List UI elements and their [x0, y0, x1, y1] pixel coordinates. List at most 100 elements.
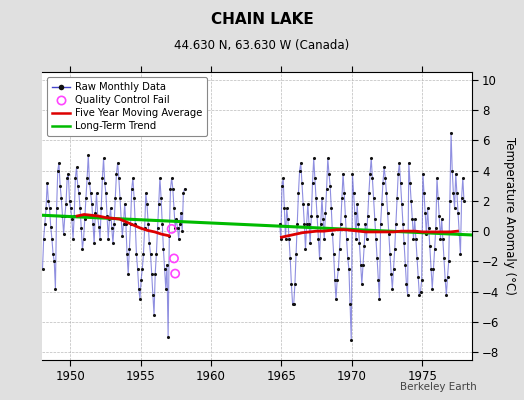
Point — [336, 220, 345, 227]
Point — [434, 195, 442, 201]
Point — [424, 225, 433, 231]
Point — [296, 167, 304, 174]
Point — [123, 251, 131, 257]
Point — [403, 292, 412, 298]
Point — [362, 236, 370, 242]
Point — [73, 182, 82, 189]
Point — [369, 195, 378, 201]
Point — [56, 182, 64, 189]
Point — [405, 160, 413, 166]
Point — [381, 175, 389, 181]
Point — [66, 198, 74, 204]
Point — [150, 311, 158, 318]
Point — [401, 261, 409, 268]
Point — [97, 205, 105, 212]
Point — [112, 170, 121, 177]
Point — [143, 201, 151, 207]
Point — [109, 240, 117, 246]
Point — [303, 201, 312, 207]
Point — [307, 213, 315, 219]
Point — [42, 205, 50, 212]
Point — [82, 195, 90, 201]
Point — [115, 175, 123, 181]
Point — [441, 276, 450, 283]
Text: Berkeley Earth: Berkeley Earth — [400, 382, 477, 392]
Point — [103, 213, 111, 219]
Point — [72, 164, 81, 171]
Point — [102, 190, 110, 196]
Point — [413, 255, 421, 262]
Point — [100, 155, 108, 162]
Point — [344, 255, 352, 262]
Point — [170, 205, 178, 212]
Point — [172, 216, 181, 222]
Point — [165, 232, 173, 239]
Point — [436, 236, 445, 242]
Point — [305, 220, 313, 227]
Point — [88, 201, 96, 207]
Point — [320, 236, 329, 242]
Point — [111, 195, 119, 201]
Point — [449, 190, 457, 196]
Point — [168, 226, 176, 232]
Point — [151, 270, 159, 277]
Point — [351, 210, 359, 216]
Point — [177, 210, 185, 216]
Point — [50, 258, 59, 265]
Point — [53, 167, 62, 174]
Y-axis label: Temperature Anomaly (°C): Temperature Anomaly (°C) — [503, 137, 516, 295]
Point — [380, 164, 388, 171]
Point — [458, 175, 467, 181]
Point — [168, 175, 176, 181]
Point — [149, 292, 157, 298]
Point — [171, 270, 179, 277]
Point — [300, 220, 309, 227]
Point — [370, 216, 379, 222]
Point — [96, 236, 104, 242]
Point — [326, 182, 334, 189]
Point — [68, 216, 76, 222]
Point — [361, 220, 369, 227]
Point — [43, 180, 51, 186]
Point — [140, 225, 149, 231]
Point — [314, 236, 323, 242]
Point — [356, 261, 365, 268]
Point — [127, 186, 136, 192]
Point — [171, 225, 179, 231]
Point — [85, 180, 94, 186]
Point — [442, 292, 451, 298]
Point — [400, 240, 408, 246]
Point — [164, 334, 172, 340]
Point — [179, 190, 188, 196]
Point — [146, 251, 155, 257]
Point — [389, 266, 398, 272]
Point — [415, 292, 423, 298]
Point — [321, 210, 330, 216]
Point — [144, 220, 152, 227]
Point — [51, 286, 60, 292]
Point — [452, 170, 460, 177]
Point — [129, 175, 137, 181]
Point — [176, 220, 184, 227]
Point — [348, 170, 357, 177]
Point — [157, 195, 165, 201]
Point — [282, 205, 291, 212]
Point — [408, 216, 417, 222]
Point — [350, 190, 358, 196]
Point — [104, 236, 113, 242]
Point — [299, 201, 308, 207]
Point — [126, 220, 135, 227]
Point — [306, 240, 314, 246]
Point — [84, 152, 93, 158]
Point — [47, 224, 55, 230]
Point — [355, 240, 364, 246]
Point — [64, 170, 72, 177]
Point — [49, 251, 57, 257]
Point — [387, 270, 396, 277]
Point — [134, 266, 142, 272]
Point — [364, 213, 372, 219]
Point — [302, 220, 311, 227]
Point — [152, 251, 160, 257]
Point — [335, 246, 344, 252]
Point — [353, 201, 362, 207]
